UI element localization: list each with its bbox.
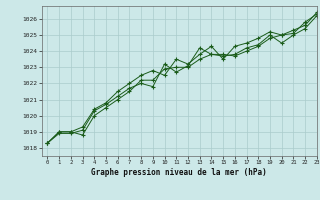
X-axis label: Graphe pression niveau de la mer (hPa): Graphe pression niveau de la mer (hPa) (91, 168, 267, 177)
